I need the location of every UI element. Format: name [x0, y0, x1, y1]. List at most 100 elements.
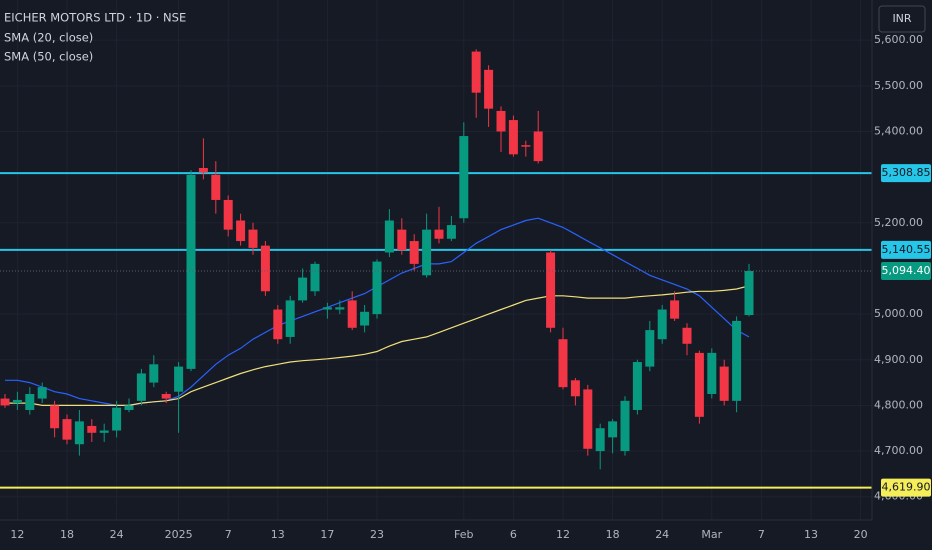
candle-body — [62, 419, 72, 440]
last-price-box — [881, 262, 931, 281]
x-tick-label: Feb — [454, 528, 473, 541]
candle-body — [484, 69, 494, 109]
level-label-box — [881, 478, 931, 497]
candle-body — [546, 252, 556, 328]
candle-body — [322, 307, 332, 310]
candle-body — [533, 131, 543, 162]
level-label: 5,140.55 — [882, 243, 931, 256]
candle-body — [632, 362, 642, 410]
y-tick-label: 5,200.00 — [874, 216, 923, 229]
candle-body — [136, 373, 146, 401]
candle-body — [384, 220, 394, 253]
candle-body — [694, 352, 704, 417]
candle-body — [422, 229, 432, 276]
x-tick-label: 24 — [655, 528, 669, 541]
chart-title: EICHER MOTORS LTD · 1D · NSE — [4, 11, 186, 25]
candle-body — [211, 174, 221, 200]
candle-body — [149, 364, 159, 383]
candle-body — [583, 389, 593, 449]
candle-body — [74, 421, 84, 445]
candle-body — [707, 352, 717, 394]
candle-body — [595, 428, 605, 452]
candle-body — [335, 307, 345, 310]
candle-body — [0, 398, 10, 406]
candle-body — [347, 300, 357, 328]
candle-body — [87, 425, 97, 433]
candle-body — [273, 309, 283, 340]
x-tick-label: 12 — [10, 528, 24, 541]
x-tick-label: 17 — [320, 528, 334, 541]
candle-body — [174, 366, 184, 392]
candle-body — [471, 51, 481, 93]
x-tick-label: 6 — [510, 528, 517, 541]
candle-body — [397, 229, 407, 251]
candle-body — [521, 145, 531, 147]
x-tick-label: 13 — [804, 528, 818, 541]
last-price-label: 5,094.40 — [882, 264, 931, 277]
level-label-box — [881, 164, 931, 183]
x-tick-label: 7 — [758, 528, 765, 541]
y-tick-label: 5,400.00 — [874, 124, 923, 137]
candle-body — [25, 393, 35, 410]
candle-body — [12, 399, 22, 404]
candle-body — [124, 405, 134, 410]
y-tick-label: 5,500.00 — [874, 79, 923, 92]
x-tick-label: 18 — [60, 528, 74, 541]
candle-body — [608, 421, 618, 438]
x-tick-label: 20 — [854, 528, 868, 541]
candle-body — [310, 263, 320, 292]
candle-body — [570, 380, 580, 397]
level-label: 4,619.90 — [882, 481, 931, 494]
x-tick-label: 7 — [225, 528, 232, 541]
candle-body — [744, 271, 754, 316]
y-tick-label: 4,700.00 — [874, 444, 923, 457]
candle-body — [37, 387, 47, 399]
candle-body — [657, 309, 667, 340]
candle-body — [112, 407, 122, 431]
level-label-box — [881, 240, 931, 259]
level-label: 5,308.85 — [882, 166, 931, 179]
y-tick-label: 4,800.00 — [874, 398, 923, 411]
candle-body — [620, 400, 630, 452]
candle-body — [161, 393, 171, 399]
candle-body — [496, 110, 506, 132]
x-tick-label: Mar — [701, 528, 722, 541]
candle-body — [446, 225, 456, 239]
candle-body — [645, 330, 655, 367]
candle-body — [223, 199, 233, 230]
candle-body — [434, 229, 444, 239]
legend-entry: SMA (20, close) — [4, 31, 93, 45]
candle-body — [719, 366, 729, 401]
y-tick-label: 5,600.00 — [874, 33, 923, 46]
x-tick-label: 12 — [556, 528, 570, 541]
candle-body — [682, 327, 692, 344]
candle-body — [186, 174, 196, 369]
candle-body — [285, 300, 295, 337]
candle-body — [50, 405, 60, 429]
candle-body — [99, 430, 109, 433]
y-tick-label: 5,000.00 — [874, 307, 923, 320]
candle-body — [198, 168, 208, 173]
candle-body — [236, 220, 246, 242]
candle-body — [360, 311, 370, 326]
candle-body — [459, 136, 469, 219]
x-tick-label: 24 — [110, 528, 124, 541]
legend-entry: SMA (50, close) — [4, 50, 93, 64]
candle-body — [409, 241, 419, 264]
x-tick-label: 18 — [606, 528, 620, 541]
candle-body — [558, 339, 568, 388]
candle-body — [372, 261, 382, 315]
currency-button[interactable] — [878, 5, 926, 33]
candle-body — [732, 320, 742, 401]
candle-body — [248, 229, 258, 248]
y-tick-label: 4,900.00 — [874, 353, 923, 366]
x-tick-label: 13 — [271, 528, 285, 541]
candle-body — [508, 120, 518, 155]
x-tick-label: 2025 — [165, 528, 193, 541]
candle-body — [260, 245, 270, 292]
candle-body — [670, 300, 680, 319]
candle-body — [298, 277, 308, 301]
currency-label[interactable]: INR — [892, 12, 911, 25]
